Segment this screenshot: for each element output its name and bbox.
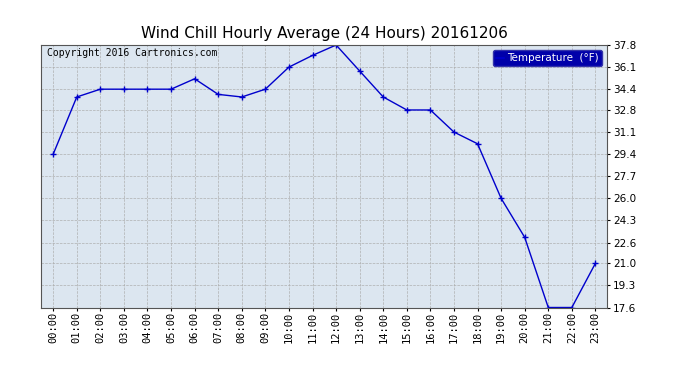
Text: Wind Chill Hourly Average (24 Hours) 20161206: Wind Chill Hourly Average (24 Hours) 201… — [141, 26, 508, 41]
Text: Copyright 2016 Cartronics.com: Copyright 2016 Cartronics.com — [47, 48, 217, 58]
Legend: Temperature  (°F): Temperature (°F) — [493, 50, 602, 66]
